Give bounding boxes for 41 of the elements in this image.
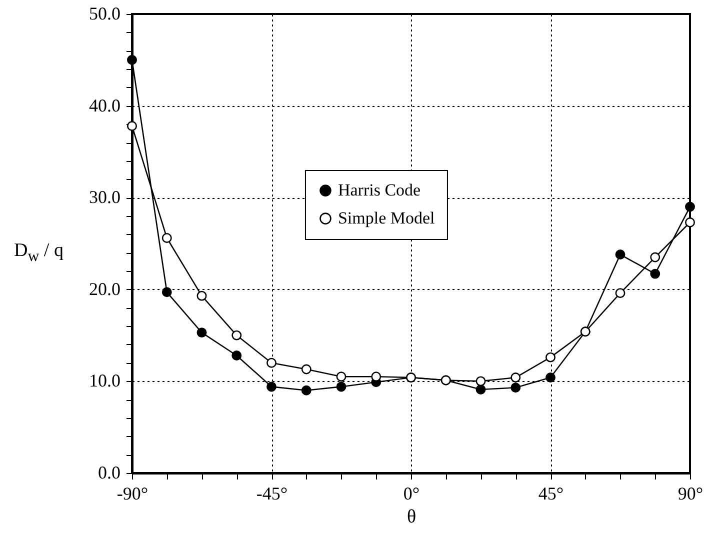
x-tick-label: -45° [256,484,288,504]
x-tick-label: -90° [116,484,148,504]
point [615,250,626,260]
point [301,364,312,374]
point [232,350,242,360]
point [650,268,660,279]
point [476,384,486,394]
point [301,385,312,396]
x-axis-title: θ [406,506,416,528]
point [371,372,382,382]
x-tick-label: 0° [403,484,420,504]
point [232,330,242,340]
legend-label: Simple Model [338,208,436,228]
point [510,372,521,382]
x-tick-label: 45° [538,484,564,504]
point [196,290,207,301]
point [685,217,695,228]
point [162,233,172,243]
point [162,287,172,298]
point [266,358,276,368]
x-tick-label: 90° [678,484,704,504]
point [650,252,660,262]
y-tick-label: 20.0 [89,278,120,299]
y-tick-label: 10.0 [89,370,120,391]
y-axis-title: D$_{w}$ / q [14,240,64,266]
point [546,352,556,362]
point [510,382,521,393]
point [336,372,346,382]
point [336,382,346,392]
y-tick-label: 0.0 [98,462,120,482]
point [685,202,695,212]
legend-label: Harris Code [338,180,421,200]
y-tick-label: 30.0 [89,187,120,208]
point [615,288,626,298]
y-tick-label: 40.0 [89,95,120,116]
point [476,376,486,386]
point [546,372,556,382]
point [127,54,137,65]
point [266,382,276,392]
point [196,328,207,338]
y-tick-label: 50.0 [89,4,120,24]
